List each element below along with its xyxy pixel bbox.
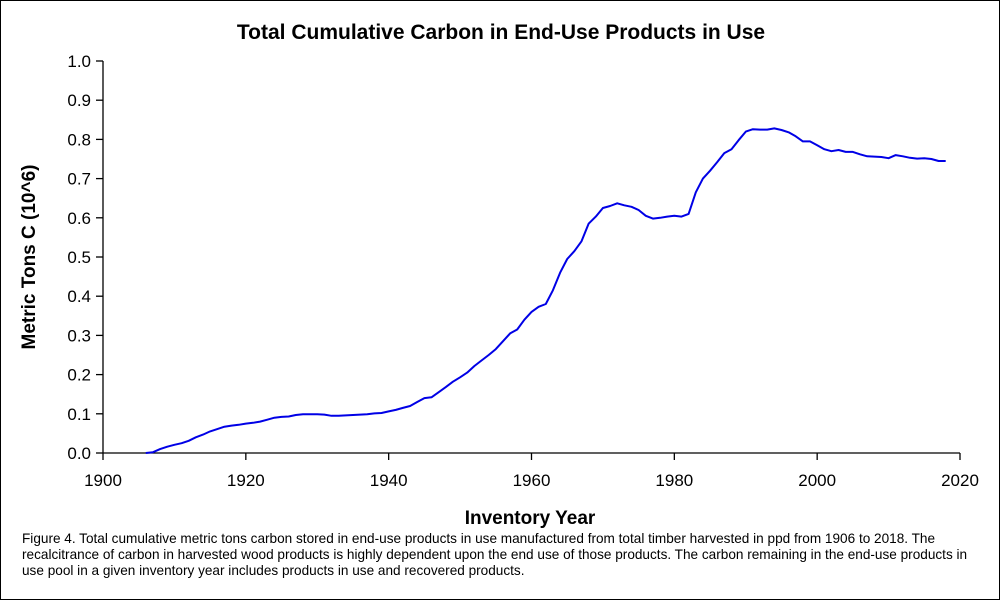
series-line	[145, 127, 946, 454]
x-tick-label: 1960	[513, 471, 551, 490]
y-tick-label: 0.3	[67, 326, 91, 345]
plot-series	[145, 127, 946, 454]
x-axis-label: Inventory Year	[465, 508, 596, 529]
x-tick-label: 1940	[370, 471, 408, 490]
x-tick-label: 1980	[655, 471, 693, 490]
y-tick-label: 0.4	[67, 287, 91, 306]
y-axis: 0.0 0.1 0.2 0.3 0.4 0.5 0.6 0.7 0.8 0.9 1.0	[67, 52, 104, 463]
y-tick-label: 0.1	[67, 405, 91, 424]
y-tick-label: 0.2	[67, 366, 91, 385]
x-tick-label: 2020	[941, 471, 979, 490]
y-tick-label: 0.6	[67, 209, 91, 228]
y-tick-label: 0.8	[67, 130, 91, 149]
y-tick-label: 0.7	[67, 170, 91, 189]
y-axis-label: Metric Tons C (10^6)	[19, 165, 40, 350]
y-tick-label: 0.9	[67, 91, 91, 110]
chart-title: Total Cumulative Carbon in End-Use Produ…	[237, 21, 765, 44]
x-tick-label: 1920	[227, 471, 265, 490]
x-tick-label: 1900	[84, 471, 122, 490]
y-tick-label: 0.0	[67, 444, 91, 463]
chart: Total Cumulative Carbon in End-Use Produ…	[19, 21, 979, 529]
x-axis: 1900 1920 1940 1960 1980 2000 2020	[84, 452, 979, 490]
figure-caption: Figure 4. Total cumulative metric tons c…	[22, 531, 968, 578]
y-tick-label: 0.5	[67, 248, 91, 267]
x-tick-label: 2000	[798, 471, 836, 490]
y-tick-label: 1.0	[67, 52, 91, 71]
